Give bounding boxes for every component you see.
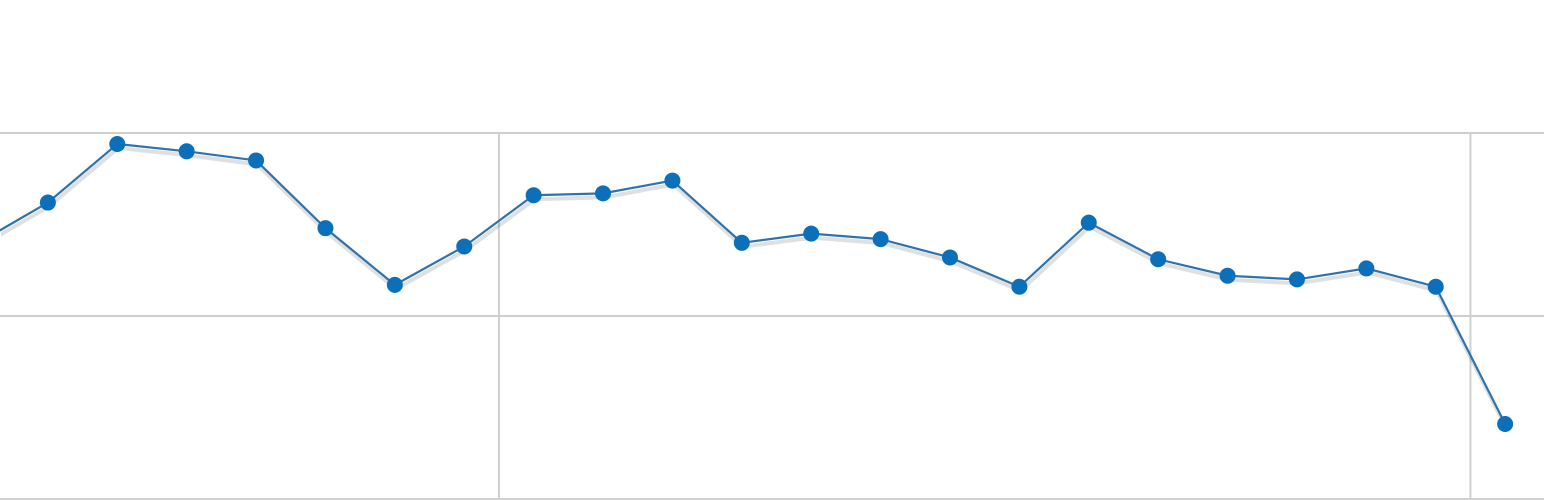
marker: [1219, 267, 1236, 284]
marker: [941, 249, 958, 266]
marker: [109, 135, 126, 152]
marker: [1497, 415, 1514, 432]
marker: [178, 143, 195, 160]
marker: [1080, 214, 1097, 231]
marker: [525, 187, 542, 204]
marker: [1150, 251, 1167, 268]
line-shadow: [1, 145, 1508, 429]
marker: [664, 172, 681, 189]
marker: [1011, 278, 1028, 295]
marker: [872, 231, 889, 248]
marker: [1288, 271, 1305, 288]
marker: [803, 225, 820, 242]
marker: [1358, 260, 1375, 277]
marker: [595, 185, 612, 202]
marker: [386, 276, 403, 293]
marker: [248, 152, 265, 169]
marker: [1427, 278, 1444, 295]
marker: [456, 238, 473, 255]
marker: [733, 234, 750, 251]
marker: [39, 194, 56, 211]
marker: [317, 220, 334, 237]
